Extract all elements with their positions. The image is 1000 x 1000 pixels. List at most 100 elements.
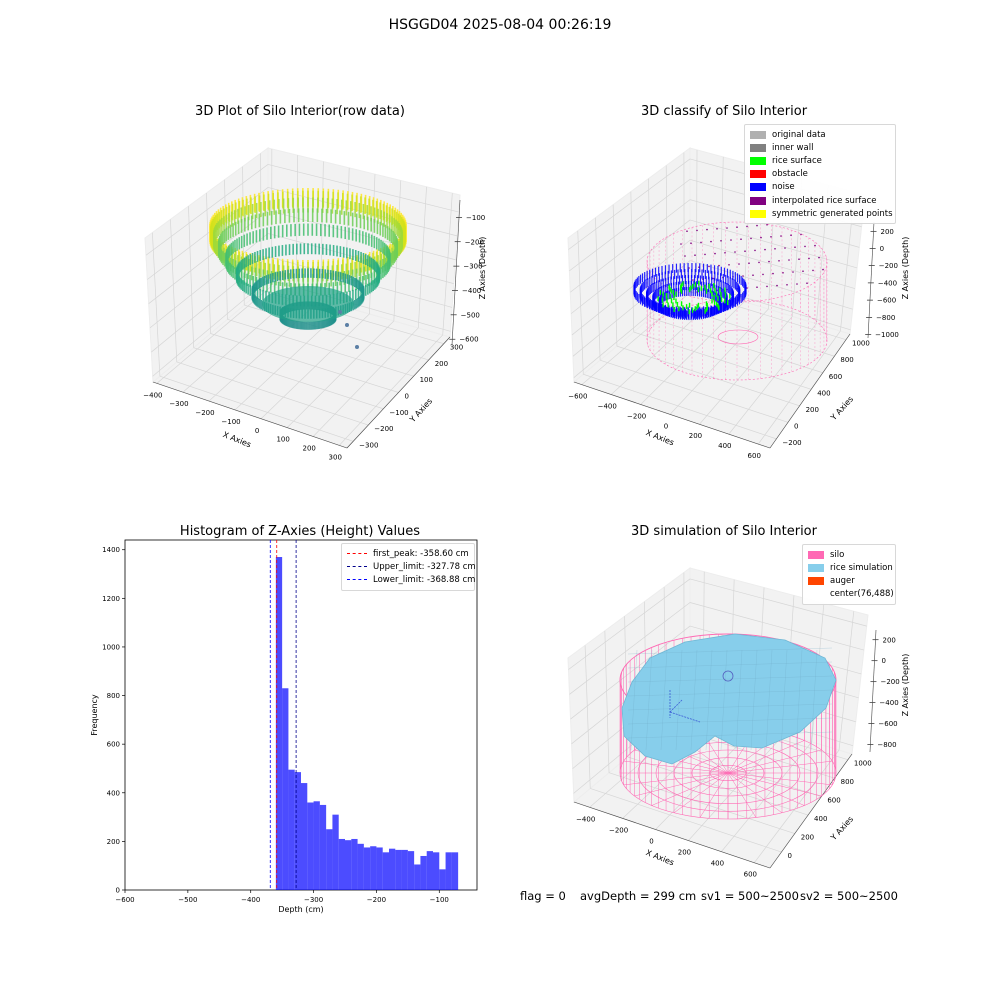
silo-bottom-spoke bbox=[727, 772, 822, 797]
hist-bar bbox=[433, 852, 440, 890]
plot4-3d-simulation: −400 −200 0 200 400 600 0 200 400 600 800 1000 200 0 −… bbox=[567, 567, 910, 879]
interpolated-point bbox=[738, 263, 740, 265]
interpolated-point bbox=[680, 243, 682, 245]
outlier-point bbox=[345, 323, 349, 327]
legend-item-first-peak: first_peak: -358.60 cm bbox=[347, 547, 469, 560]
hist-bar bbox=[407, 851, 415, 890]
legend-swatch bbox=[750, 209, 766, 218]
rice-mesh-line bbox=[627, 717, 833, 725]
p2-z-axis-label: Z Axies (Depth) bbox=[901, 237, 910, 300]
interpolated-point bbox=[696, 229, 698, 232]
p1-y-grid bbox=[159, 375, 354, 442]
y-tick-label: 600 bbox=[107, 741, 120, 749]
p1-y-tick-label: 300 bbox=[450, 344, 463, 352]
p1-z-axis-label: Z Axies (Depth) bbox=[478, 237, 487, 300]
interpolated-point bbox=[710, 240, 712, 243]
rice-mesh-line bbox=[735, 649, 743, 751]
x-tick-label: −200 bbox=[367, 896, 386, 904]
p2-z-grid bbox=[689, 239, 855, 289]
p1-y-grid bbox=[193, 347, 384, 410]
p1-x-tick-label: 0 bbox=[255, 427, 259, 435]
p4-x-grid bbox=[721, 741, 813, 852]
p2-z-tick-label: 0 bbox=[880, 245, 884, 253]
hist-bar bbox=[301, 783, 308, 890]
interpolated-point bbox=[776, 284, 778, 287]
interpolated-point bbox=[690, 242, 692, 244]
p4-y-grid bbox=[584, 645, 591, 789]
hist-bar bbox=[351, 838, 358, 890]
p4-y-tick-label: 1000 bbox=[854, 760, 872, 768]
p4-z-grid bbox=[689, 602, 865, 651]
interpolated-point bbox=[714, 252, 716, 255]
p4-x-axis-label: X Axies bbox=[645, 848, 676, 867]
p2-x-tick-label: −200 bbox=[627, 412, 646, 420]
p1-y-axis-label: Y Axies bbox=[407, 397, 434, 425]
hist-bar bbox=[338, 838, 345, 890]
interpolated-point bbox=[686, 230, 688, 232]
p2-y-grid bbox=[616, 345, 800, 407]
legend-item-silo: silo bbox=[808, 548, 890, 561]
p4-x-grid bbox=[688, 733, 785, 841]
legend-swatch bbox=[808, 550, 824, 559]
p1-x-tick-label: −300 bbox=[169, 400, 188, 408]
legend-item-original-data: original data bbox=[750, 128, 890, 141]
p1-z-grid bbox=[149, 233, 269, 329]
silo-bottom-spoke bbox=[727, 760, 833, 774]
hist-bar bbox=[414, 864, 421, 890]
interpolated-point bbox=[748, 262, 750, 265]
p1-y-tick-label: 0 bbox=[405, 393, 409, 401]
p2-y-tick-label: 400 bbox=[817, 389, 830, 397]
hist-bar bbox=[376, 847, 383, 890]
plot2-3d-classify: −600 −400 −200 0 200 400 600 −200 0 200 400 600 800 1… bbox=[567, 147, 910, 460]
footer-avg-depth: avgDepth = 299 cm bbox=[580, 889, 697, 903]
interpolated-point bbox=[778, 260, 780, 262]
p1-y-tick-label: 100 bbox=[420, 376, 433, 384]
outlier-point bbox=[355, 345, 359, 349]
interpolated-point bbox=[818, 256, 820, 259]
p2-x-grid bbox=[640, 301, 745, 405]
hist-bar bbox=[288, 769, 295, 890]
p2-z-axis bbox=[867, 221, 875, 339]
bowl-bottom bbox=[262, 286, 354, 322]
p1-z-tick-label: −300 bbox=[463, 263, 482, 271]
footer-sv2: sv2 = 500~2500 bbox=[800, 889, 898, 903]
p1-x-tick-label: −200 bbox=[195, 409, 214, 417]
p2-y-grid bbox=[633, 331, 812, 390]
y-tick-label: 0 bbox=[116, 887, 120, 895]
x-tick-label: −300 bbox=[304, 896, 323, 904]
p1-x-axis bbox=[152, 381, 348, 449]
interpolated-point bbox=[784, 247, 786, 249]
p4-y-tick-label: 600 bbox=[827, 797, 840, 805]
p1-z-tick-label: −100 bbox=[466, 214, 485, 222]
p1-y-tick-label: −300 bbox=[359, 441, 378, 449]
interpolated-point bbox=[752, 274, 754, 277]
plot3-title: Histogram of Z-Axies (Height) Values bbox=[179, 524, 421, 539]
p2-x-tick-label: 0 bbox=[664, 422, 668, 430]
interpolated-point bbox=[796, 283, 798, 285]
p2-y-tick-label: 1000 bbox=[852, 340, 870, 348]
rice-mesh-line bbox=[627, 703, 833, 711]
interpolated-point bbox=[780, 235, 782, 237]
p1-x-tick-label: 200 bbox=[303, 444, 316, 452]
hist-bar bbox=[307, 802, 314, 890]
p2-z-tick-label: −800 bbox=[876, 314, 895, 322]
interpolated-point bbox=[726, 227, 728, 229]
hist-bar bbox=[363, 847, 371, 890]
p4-y-tick-label: 400 bbox=[814, 815, 827, 823]
p2-x-tick-label: −400 bbox=[598, 403, 617, 411]
p4-y-axis-label: Y Axies bbox=[828, 815, 855, 843]
interpolated-point bbox=[766, 224, 768, 226]
p2-y-axis-label: Y Axies bbox=[828, 395, 855, 423]
p4-z-tick-label: 200 bbox=[883, 636, 896, 644]
hist-bar bbox=[451, 852, 459, 890]
rice-mesh-line bbox=[627, 675, 833, 683]
rice-mesh-line bbox=[765, 649, 773, 751]
silo-bottom-spoke bbox=[634, 772, 729, 797]
p2-y-tick-label: 800 bbox=[840, 356, 853, 364]
interpolated-point bbox=[756, 286, 758, 289]
y-tick-label: 400 bbox=[107, 789, 120, 797]
silo-bottom-spoke bbox=[623, 760, 729, 774]
p2-z-grid bbox=[569, 179, 691, 272]
p1-z-grid bbox=[267, 164, 459, 213]
p2-z-tick-label: −1000 bbox=[875, 331, 899, 339]
